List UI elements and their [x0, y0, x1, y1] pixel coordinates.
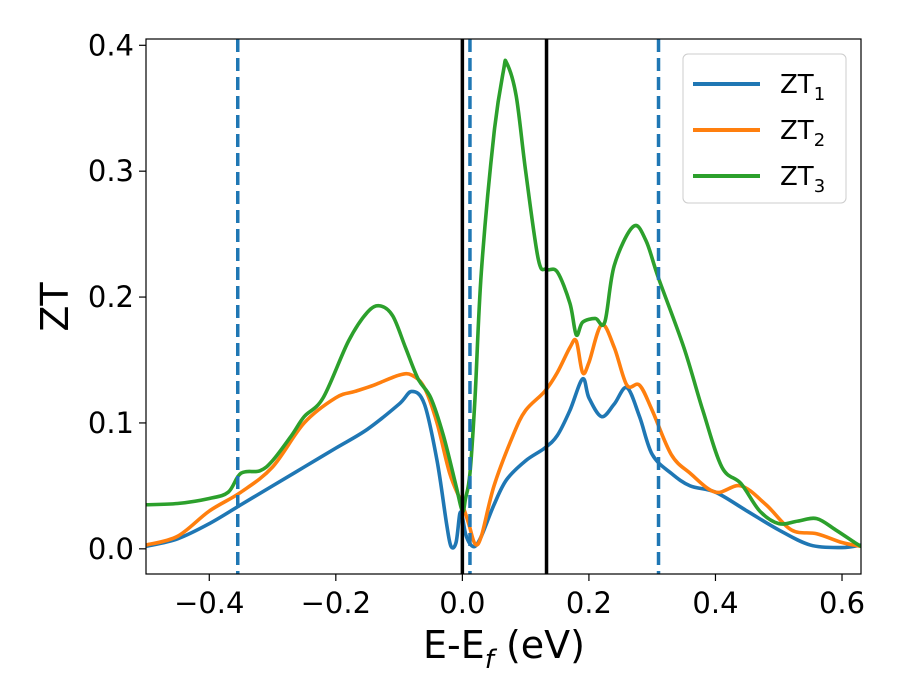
- x-axis-label-unit: (eV): [494, 623, 585, 667]
- y-axis-label: ZT: [33, 282, 77, 332]
- y-tick-label: 0.0: [88, 532, 134, 566]
- x-tick-label: −0.4: [174, 586, 244, 620]
- x-tick-label: 0.4: [692, 586, 738, 620]
- x-axis-label: E-Ef (eV): [423, 623, 585, 675]
- x-tick-label: 0.6: [819, 586, 865, 620]
- data-layer: [146, 58, 861, 550]
- x-tick-label: −0.2: [301, 586, 371, 620]
- vertical-reference-lines: [235, 39, 661, 574]
- plot-frame: [145, 38, 862, 575]
- legend-label-zt2: ZT2: [780, 116, 825, 151]
- y-tick-label: 0.1: [88, 406, 134, 440]
- legend-entries: ZT1 ZT2 ZT3: [693, 70, 825, 197]
- legend-label-zt3: ZT3: [780, 162, 825, 197]
- x-tick-label: 0.2: [566, 586, 612, 620]
- y-tick-label: 0.4: [88, 28, 134, 62]
- series-line-zt3: [146, 58, 861, 549]
- legend: ZT1 ZT2 ZT3: [682, 53, 847, 204]
- legend-label-zt1: ZT1: [780, 70, 825, 105]
- legend-box: [682, 53, 847, 204]
- y-tick-label: 0.2: [88, 280, 134, 314]
- series-line-zt2: [146, 322, 861, 549]
- series-line-zt1: [146, 377, 861, 550]
- axis-ticks: −0.4 −0.2 0.0 0.2 0.4 0.6 0.0 0.1 0.2 0.3 0.4: [88, 28, 865, 620]
- x-tick-label: 0.0: [439, 586, 485, 620]
- y-tick-label: 0.3: [88, 154, 134, 188]
